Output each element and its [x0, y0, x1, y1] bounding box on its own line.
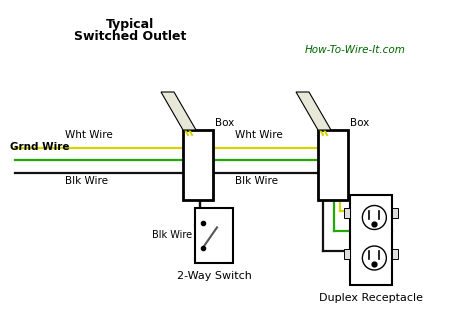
Circle shape	[362, 206, 386, 230]
Text: Typical: Typical	[106, 18, 154, 31]
Text: Duplex Receptacle: Duplex Receptacle	[319, 293, 423, 303]
Bar	[344, 249, 350, 258]
Text: How-To-Wire-It.com: How-To-Wire-It.com	[305, 45, 405, 55]
Text: Blk Wire: Blk Wire	[65, 176, 108, 186]
Bar	[392, 208, 398, 218]
Text: Grnd Wire: Grnd Wire	[10, 142, 69, 152]
Polygon shape	[296, 92, 331, 130]
Bar	[183, 130, 213, 200]
Text: Box: Box	[215, 118, 234, 128]
Text: 2-Way Switch: 2-Way Switch	[177, 271, 252, 281]
Text: Blk Wire: Blk Wire	[235, 176, 278, 186]
Circle shape	[362, 246, 386, 270]
Text: Box: Box	[350, 118, 369, 128]
Text: Wht Wire: Wht Wire	[65, 130, 113, 140]
Bar	[392, 249, 398, 258]
Bar	[350, 195, 392, 285]
Bar	[195, 208, 233, 263]
Text: Blk Wire: Blk Wire	[152, 231, 192, 240]
Bar	[318, 130, 348, 200]
Text: Wht Wire: Wht Wire	[235, 130, 283, 140]
Bar	[344, 208, 350, 218]
Polygon shape	[161, 92, 196, 130]
Text: Switched Outlet: Switched Outlet	[74, 30, 186, 43]
